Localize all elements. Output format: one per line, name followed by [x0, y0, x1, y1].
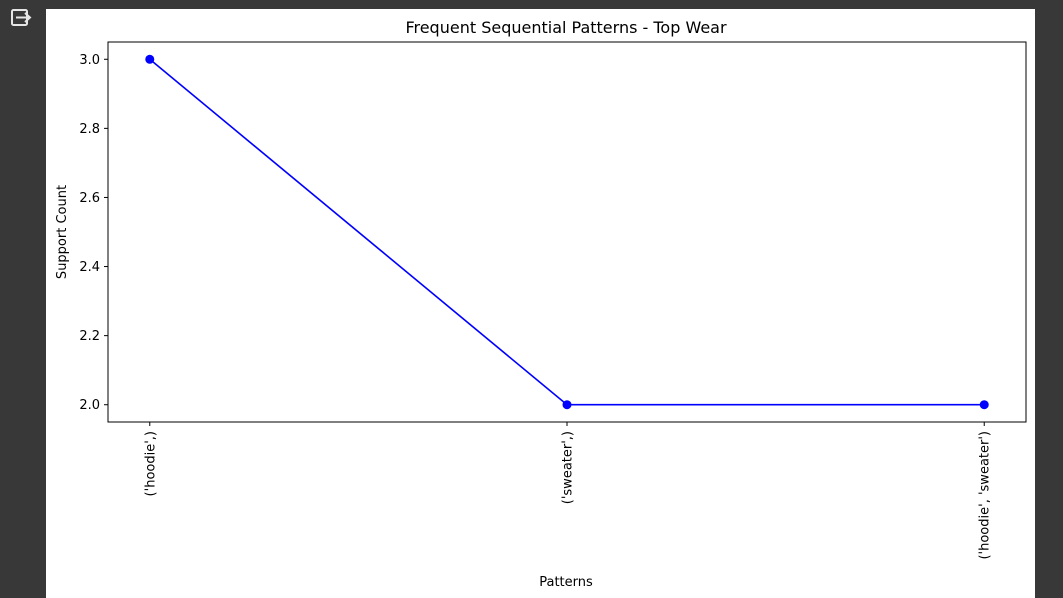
series-line [149, 58, 985, 406]
x-axis-label: Patterns [539, 575, 593, 590]
chart-svg: Frequent Sequential Patterns - Top Wear … [55, 18, 1027, 590]
y-axis-label: Support Count [55, 185, 70, 279]
x-tick-label: ('sweater',) [561, 431, 576, 504]
data-point [979, 400, 989, 410]
data-point [145, 54, 155, 64]
y-tick-label: 3.0 [79, 53, 100, 68]
output-exit-icon[interactable] [10, 8, 32, 28]
y-tick-label: 2.8 [79, 122, 100, 137]
output-exit-icon-glyph [11, 9, 32, 26]
x-tick-label: ('hoodie', 'sweater') [978, 431, 993, 560]
y-tick-label: 2.2 [79, 329, 100, 344]
y-tick-label: 2.6 [79, 191, 100, 206]
data-point [562, 400, 572, 410]
chart-title: Frequent Sequential Patterns - Top Wear [405, 18, 727, 37]
y-tick-label: 2.0 [79, 398, 100, 413]
y-tick-label: 2.4 [79, 260, 100, 275]
plot-area-frame [107, 41, 1027, 423]
chart-figure: Frequent Sequential Patterns - Top Wear … [46, 9, 1035, 598]
x-tick-label: ('hoodie',) [143, 431, 158, 496]
